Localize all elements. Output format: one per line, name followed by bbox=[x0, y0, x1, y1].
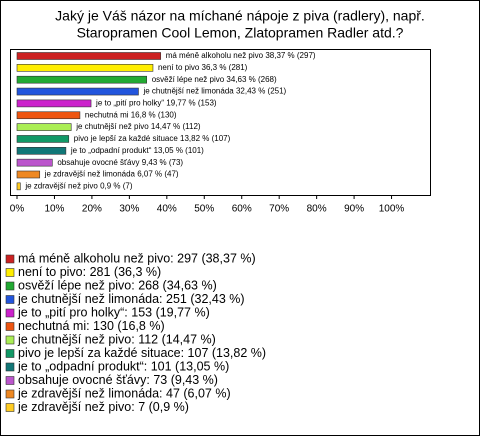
bar bbox=[16, 75, 148, 84]
bar bbox=[16, 52, 162, 60]
bar bbox=[16, 135, 70, 143]
legend-swatch bbox=[5, 376, 15, 385]
bar bbox=[16, 99, 92, 108]
bar bbox=[16, 158, 53, 167]
bar-label: je zdravější než pivo 0,9 % (7) bbox=[24, 181, 132, 190]
chart-title: Staropramen Cool Lemon, Zlatopramen Radl… bbox=[77, 25, 404, 41]
bar bbox=[16, 87, 139, 96]
x-tick-label: 10% bbox=[44, 204, 64, 215]
legend-label: je to „odpadní produkt“: 101 (13,05 %) bbox=[17, 359, 229, 373]
bar-label: nechutná mi 16,8 % (130) bbox=[85, 110, 177, 119]
bar-label: osvěží lépe než pivo 34,63 % (268) bbox=[152, 75, 277, 84]
x-tick-label: 20% bbox=[82, 204, 102, 215]
legend-label: je chutnější než pivo: 112 (14,47 %) bbox=[17, 332, 216, 346]
legend-swatch bbox=[5, 362, 15, 372]
legend-swatch bbox=[5, 281, 15, 291]
legend-label: je to „pití pro holky“: 153 (19,77 %) bbox=[17, 305, 210, 319]
bar-label: pivo je lepší za každé situace 13,82 % (… bbox=[74, 134, 231, 143]
bar bbox=[16, 111, 81, 120]
legend-label: nechutná mi: 130 (16,8 %) bbox=[18, 319, 165, 333]
bar bbox=[16, 170, 41, 179]
bar bbox=[16, 147, 67, 155]
x-tick-label: 80% bbox=[307, 204, 327, 215]
bar-label: obsahuje ovocné šťávy 9,43 % (73) bbox=[57, 158, 183, 167]
legend-label: je zdravější než pivo: 7 (0,9 %) bbox=[17, 400, 189, 414]
bar bbox=[16, 64, 154, 72]
legend-swatch bbox=[5, 322, 15, 331]
bar-label: je zdravější než limonáda 6,07 % (47) bbox=[44, 170, 179, 179]
legend-label: pivo je lepší za každé situace: 107 (13,… bbox=[18, 346, 266, 360]
x-tick-label: 60% bbox=[232, 204, 252, 215]
legend-swatch bbox=[5, 295, 15, 304]
x-tick-label: 100% bbox=[379, 204, 405, 215]
legend-swatch bbox=[5, 335, 15, 345]
legend-label: osvěží lépe než pivo: 268 (34,63 %) bbox=[18, 278, 217, 292]
bar bbox=[16, 123, 72, 131]
legend-label: je chutnější než limonáda: 251 (32,43 %) bbox=[17, 292, 245, 306]
legend-label: obsahuje ovocné šťávy: 73 (9,43 %) bbox=[18, 373, 218, 387]
x-tick-label: 30% bbox=[119, 204, 139, 215]
x-tick-label: 90% bbox=[344, 204, 364, 215]
plot-area bbox=[10, 49, 431, 196]
legend-swatch bbox=[5, 308, 15, 318]
legend-swatch bbox=[5, 349, 15, 358]
legend-label: není to pivo: 281 (36,3 %) bbox=[18, 265, 161, 279]
bar-label: je to „odpadní produkt“ 13,05 % (101) bbox=[70, 146, 204, 155]
x-tick-label: 40% bbox=[157, 204, 177, 215]
legend-label: má méně alkoholu než pivo: 297 (38,37 %) bbox=[18, 251, 256, 265]
bar-label: není to pivo 36,3 % (281) bbox=[158, 63, 248, 72]
bar-label: je chutnější než limonáda 32,43 % (251) bbox=[142, 87, 286, 96]
x-tick-label: 70% bbox=[269, 204, 289, 215]
x-tick-label: 0% bbox=[10, 204, 25, 215]
legend-swatch bbox=[5, 403, 15, 412]
legend-label: je zdravější než limonáda: 47 (6,07 %) bbox=[17, 386, 231, 400]
legend-swatch bbox=[5, 254, 15, 264]
bar-label: je chutnější než pivo 14,47 % (112) bbox=[75, 122, 201, 131]
x-tick-label: 50% bbox=[194, 204, 214, 215]
bar-label: je to „pití pro holky“ 19,77 % (153) bbox=[95, 99, 217, 108]
legend-swatch bbox=[5, 389, 15, 399]
bar-label: má méně alkoholu než pivo 38,37 % (297) bbox=[166, 51, 316, 60]
chart-title: Jaký je Váš názor na míchané nápoje z pi… bbox=[55, 8, 425, 24]
bar bbox=[16, 182, 21, 191]
legend-swatch bbox=[5, 268, 15, 277]
